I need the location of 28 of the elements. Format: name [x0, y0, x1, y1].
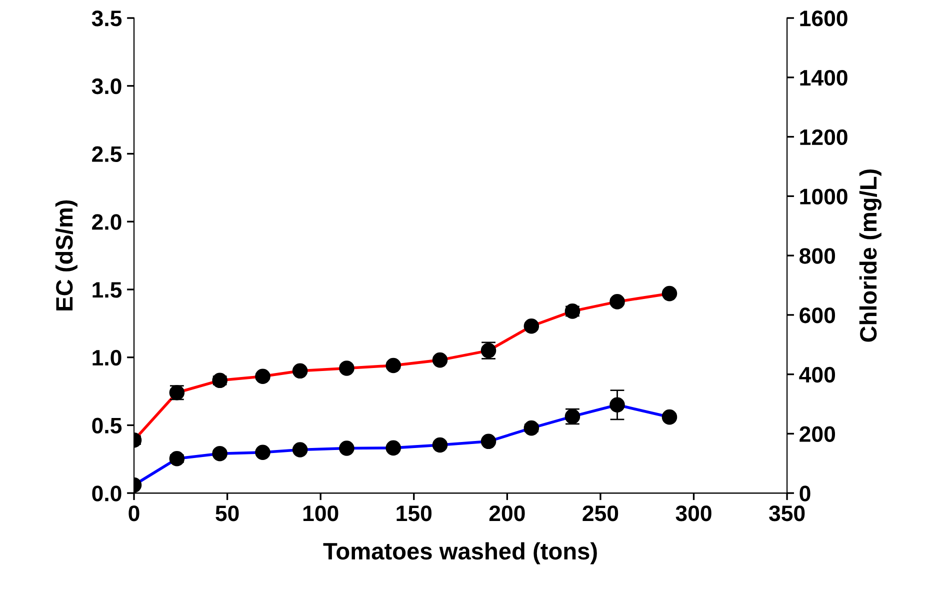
- y-tick-label: 3.0: [92, 78, 122, 94]
- y2-tick-label: 1400: [800, 70, 848, 86]
- y-tick-label: 1.5: [92, 282, 122, 298]
- x-tick-label: 150: [396, 505, 432, 522]
- x-tick-label: 100: [303, 505, 338, 522]
- y2-tick-label: 1200: [800, 129, 848, 146]
- x-tick-label: 300: [676, 505, 712, 522]
- y-tick-label: 2.5: [92, 146, 122, 162]
- y2-tick-label: 200: [800, 426, 836, 442]
- y2-tick-label: 800: [800, 248, 836, 264]
- x-tick-label: 250: [582, 505, 618, 522]
- x-axis-title: Tomatoes washed (tons): [323, 542, 597, 564]
- y2-tick-label: 1600: [800, 10, 848, 26]
- y2-tick-label: 400: [799, 366, 836, 383]
- y-tick-label: 0.5: [92, 418, 122, 434]
- x-tick-label: 50: [216, 505, 239, 522]
- y2-tick-label: 0: [800, 486, 810, 502]
- y-tick-label: 2.0: [92, 214, 122, 230]
- y-tick-label: 3.5: [92, 10, 122, 26]
- x-tick-label: 0: [128, 505, 140, 522]
- x-tick-label: 350: [769, 505, 805, 522]
- y-tick-label: 0.0: [92, 486, 122, 502]
- y2-tick-label: 600: [800, 307, 836, 324]
- y2-tick-label: 1000: [800, 188, 848, 204]
- y-axis-title: EC (dS/m): [55, 200, 78, 310]
- y-tick-label: 1.0: [92, 350, 122, 366]
- x-tick-label: 200: [489, 505, 525, 522]
- y2-axis-title: Chloride (mg/L): [859, 170, 882, 342]
